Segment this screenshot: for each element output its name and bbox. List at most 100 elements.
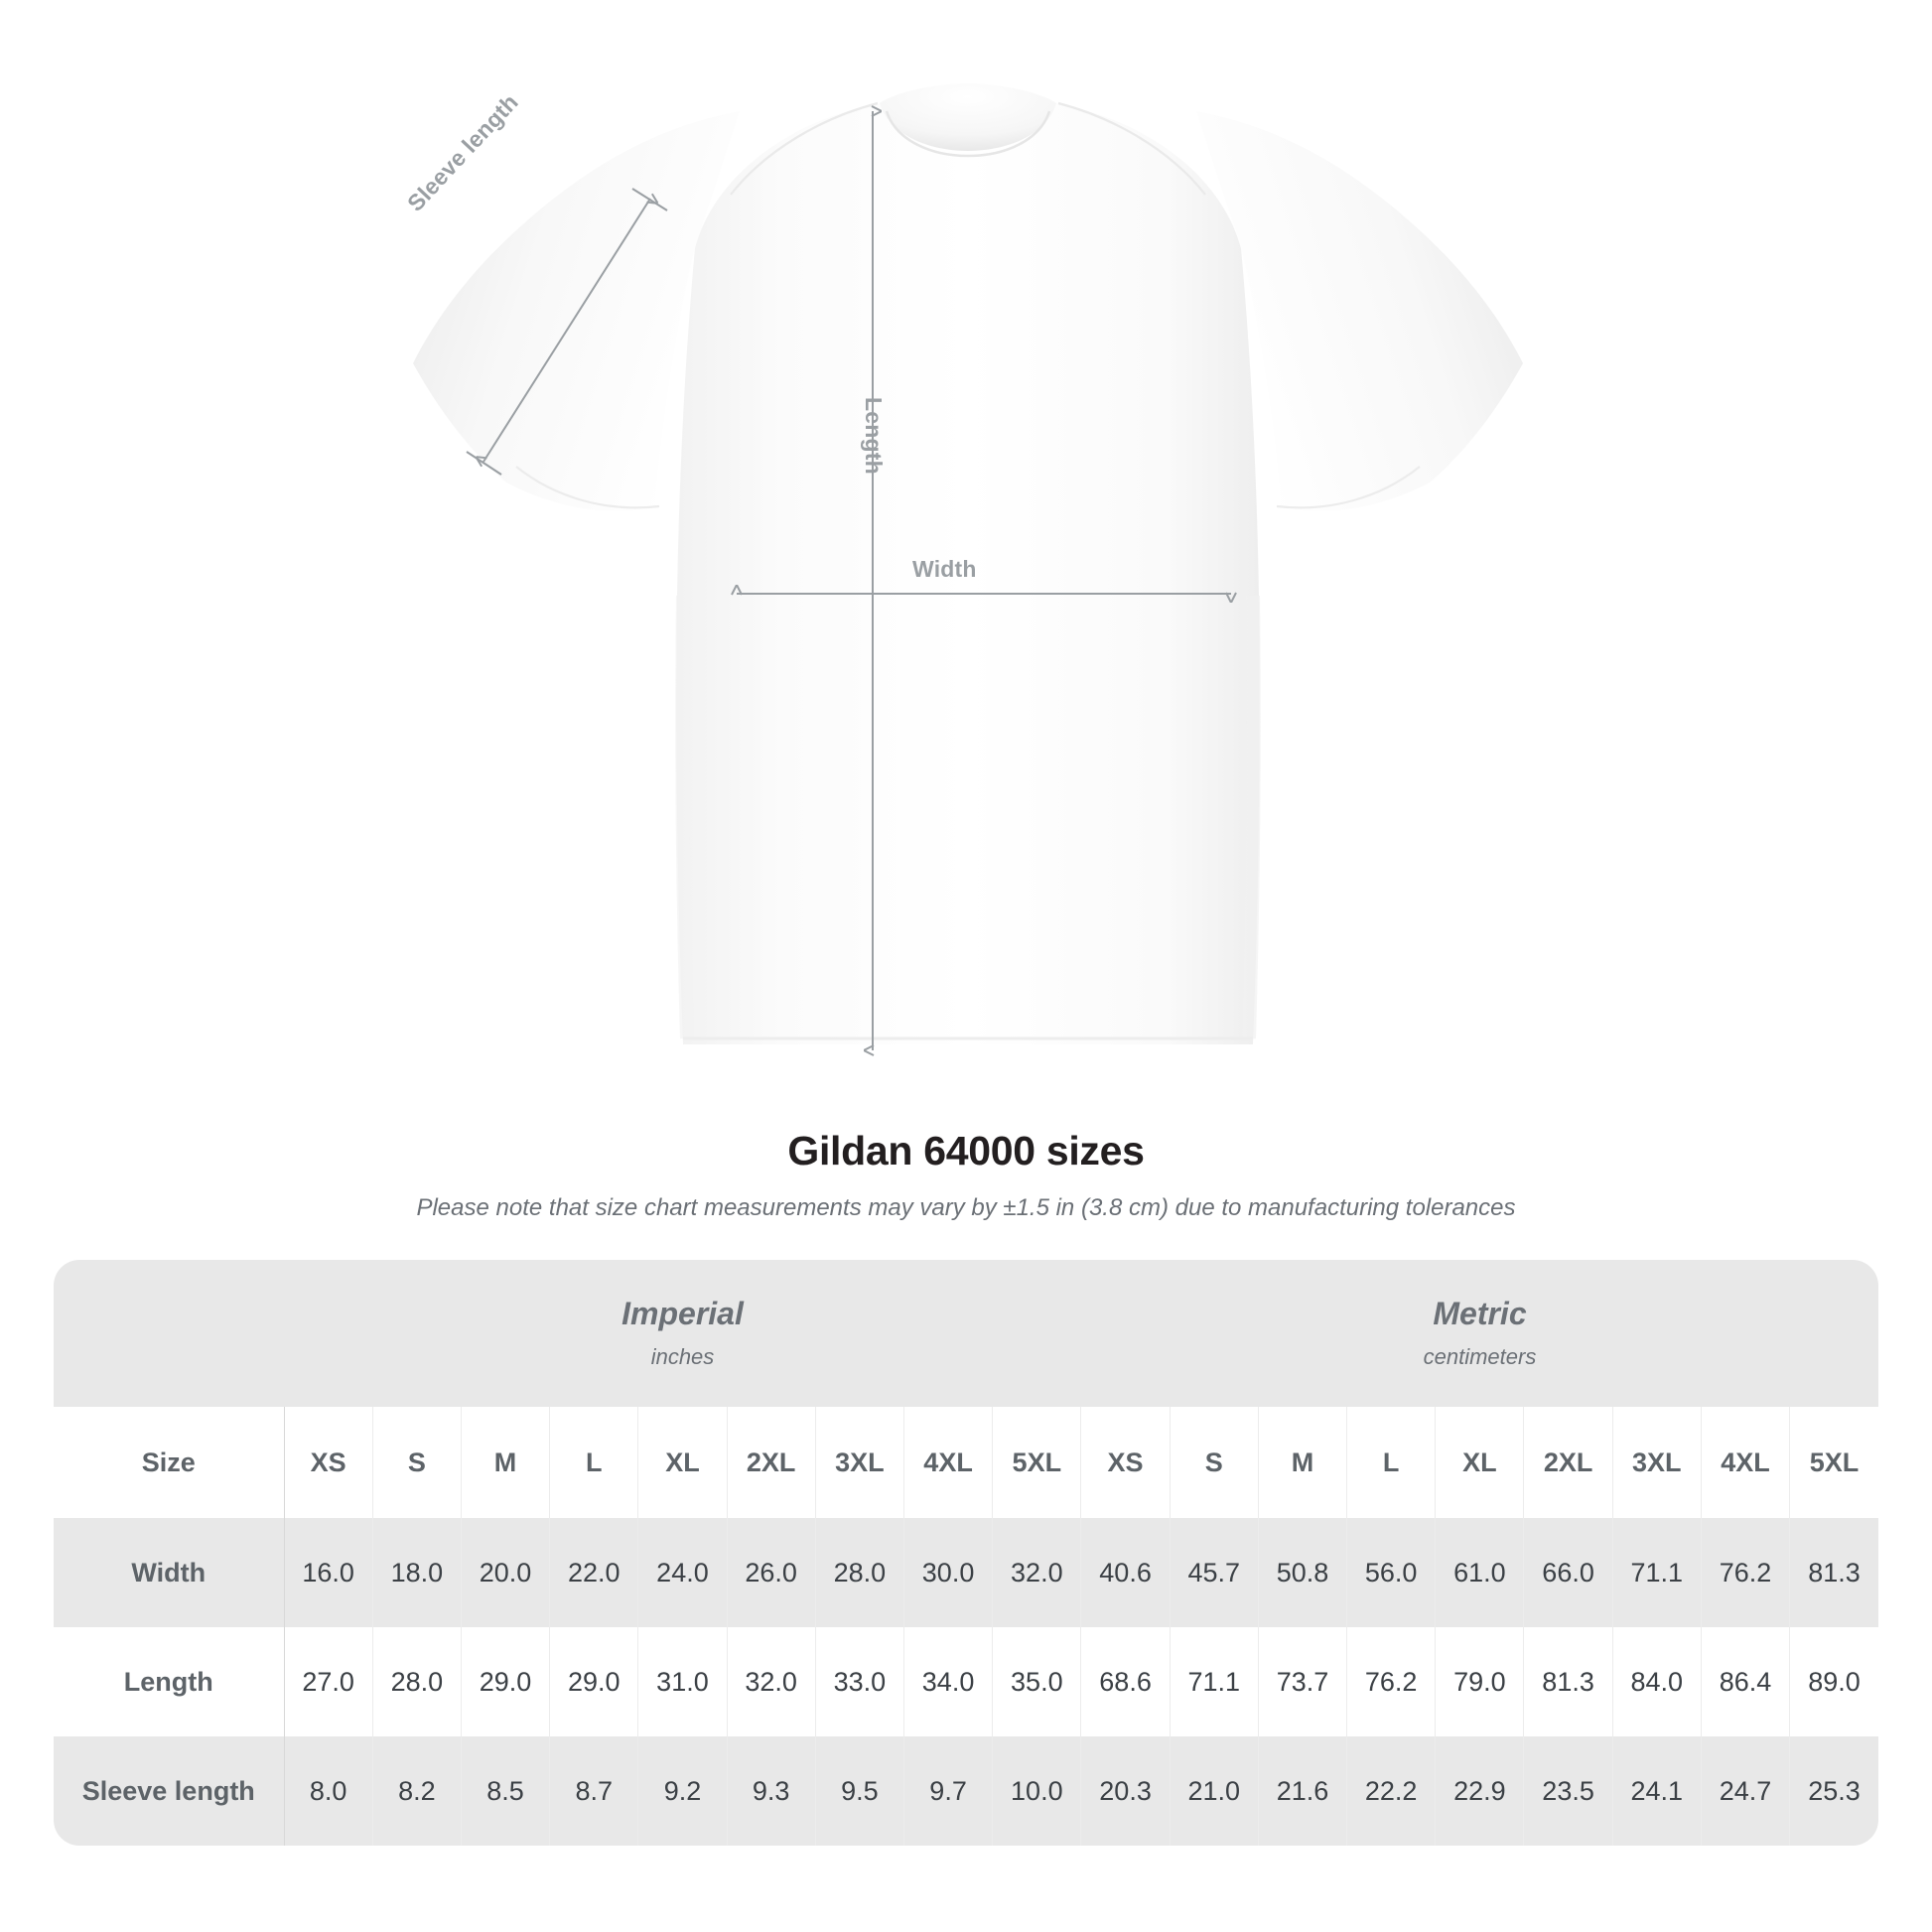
cell-length-metric-4: 79.0: [1435, 1627, 1525, 1736]
cell-sleeve-metric-8: 25.3: [1789, 1736, 1878, 1846]
size-header-metric-4: XL: [1435, 1407, 1525, 1518]
size-header-metric-2: M: [1258, 1407, 1348, 1518]
cell-width-metric-7: 76.2: [1701, 1518, 1791, 1627]
table-row: Sleeve length 8.0 8.2 8.5 8.7 9.2 9.3 9.…: [54, 1736, 1878, 1846]
unit-group-imperial-name: Imperial: [621, 1296, 744, 1332]
cell-width-metric-5: 66.0: [1523, 1518, 1613, 1627]
cell-length-metric-2: 73.7: [1258, 1627, 1348, 1736]
table-row: Width 16.0 18.0 20.0 22.0 24.0 26.0 28.0…: [54, 1518, 1878, 1627]
cell-sleeve-imperial-8: 10.0: [992, 1736, 1082, 1846]
size-header-imperial-0: XS: [284, 1407, 373, 1518]
cell-length-imperial-5: 32.0: [727, 1627, 816, 1736]
size-header-imperial-7: 4XL: [903, 1407, 994, 1518]
unit-group-metric-sub: centimeters: [1423, 1343, 1537, 1369]
size-header-imperial-4: XL: [637, 1407, 728, 1518]
cell-length-imperial-8: 35.0: [992, 1627, 1082, 1736]
cell-length-imperial-0: 27.0: [284, 1627, 373, 1736]
cell-width-metric-0: 40.6: [1080, 1518, 1171, 1627]
unit-group-imperial-sub: inches: [650, 1343, 715, 1369]
cell-length-metric-5: 81.3: [1523, 1627, 1613, 1736]
cell-sleeve-imperial-3: 8.7: [549, 1736, 639, 1846]
cell-length-imperial-2: 29.0: [461, 1627, 551, 1736]
unit-group-metric-name: Metric: [1433, 1296, 1527, 1332]
cell-width-metric-3: 56.0: [1346, 1518, 1437, 1627]
cell-sleeve-imperial-4: 9.2: [637, 1736, 728, 1846]
page-title: Gildan 64000 sizes: [787, 1128, 1145, 1173]
unit-corner-cell: [54, 1260, 285, 1407]
unit-group-metric: Metric centimeters: [1080, 1260, 1878, 1407]
cell-length-imperial-1: 28.0: [372, 1627, 462, 1736]
cell-sleeve-imperial-6: 9.5: [815, 1736, 904, 1846]
cell-width-imperial-8: 32.0: [992, 1518, 1082, 1627]
cell-length-metric-1: 71.1: [1170, 1627, 1259, 1736]
size-header-metric-0: XS: [1080, 1407, 1171, 1518]
cell-width-imperial-2: 20.0: [461, 1518, 551, 1627]
cell-width-metric-8: 81.3: [1789, 1518, 1878, 1627]
unit-header-row: Imperial inches Metric centimeters: [54, 1260, 1878, 1407]
size-header-metric-3: L: [1346, 1407, 1437, 1518]
tshirt-illustration: [413, 83, 1523, 1112]
cell-sleeve-metric-5: 23.5: [1523, 1736, 1613, 1846]
size-table: Imperial inches Metric centimeters Size …: [54, 1260, 1878, 1846]
size-header-label: Size: [54, 1407, 285, 1518]
row-label-sleeve-length: Sleeve length: [54, 1736, 285, 1846]
cell-length-imperial-7: 34.0: [903, 1627, 994, 1736]
cell-sleeve-imperial-2: 8.5: [461, 1736, 551, 1846]
width-label: Width: [912, 556, 977, 582]
size-header-imperial-6: 3XL: [815, 1407, 904, 1518]
size-table-container: Imperial inches Metric centimeters Size …: [54, 1260, 1878, 1846]
size-header-imperial-3: L: [549, 1407, 639, 1518]
size-header-row: Size XS S M L XL 2XL 3XL 4XL 5XL XS S M …: [54, 1407, 1878, 1518]
cell-sleeve-metric-7: 24.7: [1701, 1736, 1791, 1846]
cell-sleeve-metric-3: 22.2: [1346, 1736, 1437, 1846]
cell-length-metric-0: 68.6: [1080, 1627, 1171, 1736]
cell-sleeve-imperial-1: 8.2: [372, 1736, 462, 1846]
cell-sleeve-imperial-5: 9.3: [727, 1736, 816, 1846]
cell-width-imperial-3: 22.0: [549, 1518, 639, 1627]
cell-sleeve-imperial-0: 8.0: [284, 1736, 373, 1846]
cell-length-metric-8: 89.0: [1789, 1627, 1878, 1736]
cell-width-imperial-7: 30.0: [903, 1518, 994, 1627]
cell-width-metric-6: 71.1: [1612, 1518, 1702, 1627]
size-header-metric-6: 3XL: [1612, 1407, 1702, 1518]
size-header-imperial-1: S: [372, 1407, 462, 1518]
size-header-metric-5: 2XL: [1523, 1407, 1613, 1518]
cell-sleeve-metric-1: 21.0: [1170, 1736, 1259, 1846]
row-label-length: Length: [54, 1627, 285, 1736]
cell-length-metric-6: 84.0: [1612, 1627, 1702, 1736]
table-row: Length 27.0 28.0 29.0 29.0 31.0 32.0 33.…: [54, 1627, 1878, 1736]
sleeve-arrow: [483, 199, 650, 462]
size-header-imperial-5: 2XL: [727, 1407, 816, 1518]
cell-width-metric-2: 50.8: [1258, 1518, 1348, 1627]
size-header-metric-8: 5XL: [1789, 1407, 1878, 1518]
cell-width-imperial-4: 24.0: [637, 1518, 728, 1627]
size-header-metric-1: S: [1170, 1407, 1259, 1518]
unit-group-imperial: Imperial inches: [284, 1260, 1081, 1407]
measurement-guides: [466, 111, 1231, 1050]
cell-length-imperial-4: 31.0: [637, 1627, 728, 1736]
cell-length-metric-3: 76.2: [1346, 1627, 1437, 1736]
cell-width-imperial-1: 18.0: [372, 1518, 462, 1627]
row-label-width: Width: [54, 1518, 285, 1627]
size-header-imperial-2: M: [461, 1407, 551, 1518]
cell-sleeve-metric-0: 20.3: [1080, 1736, 1171, 1846]
size-header-imperial-8: 5XL: [992, 1407, 1082, 1518]
cell-length-imperial-6: 33.0: [815, 1627, 904, 1736]
chart-heading: Gildan 64000 sizes Please note that size…: [0, 1112, 1932, 1222]
tolerance-note: Please note that size chart measurements…: [416, 1194, 1516, 1221]
size-header-metric-7: 4XL: [1701, 1407, 1791, 1518]
cell-sleeve-metric-2: 21.6: [1258, 1736, 1348, 1846]
cell-sleeve-metric-4: 22.9: [1435, 1736, 1525, 1846]
cell-sleeve-imperial-7: 9.7: [903, 1736, 994, 1846]
cell-sleeve-metric-6: 24.1: [1612, 1736, 1702, 1846]
cell-width-metric-4: 61.0: [1435, 1518, 1525, 1627]
tshirt-diagram: Sleeve length Length Width: [402, 83, 1523, 1112]
cell-width-imperial-6: 28.0: [815, 1518, 904, 1627]
cell-length-imperial-3: 29.0: [549, 1627, 639, 1736]
cell-width-imperial-0: 16.0: [284, 1518, 373, 1627]
cell-width-metric-1: 45.7: [1170, 1518, 1259, 1627]
length-label: Length: [861, 397, 887, 475]
cell-length-metric-7: 86.4: [1701, 1627, 1791, 1736]
cell-width-imperial-5: 26.0: [727, 1518, 816, 1627]
